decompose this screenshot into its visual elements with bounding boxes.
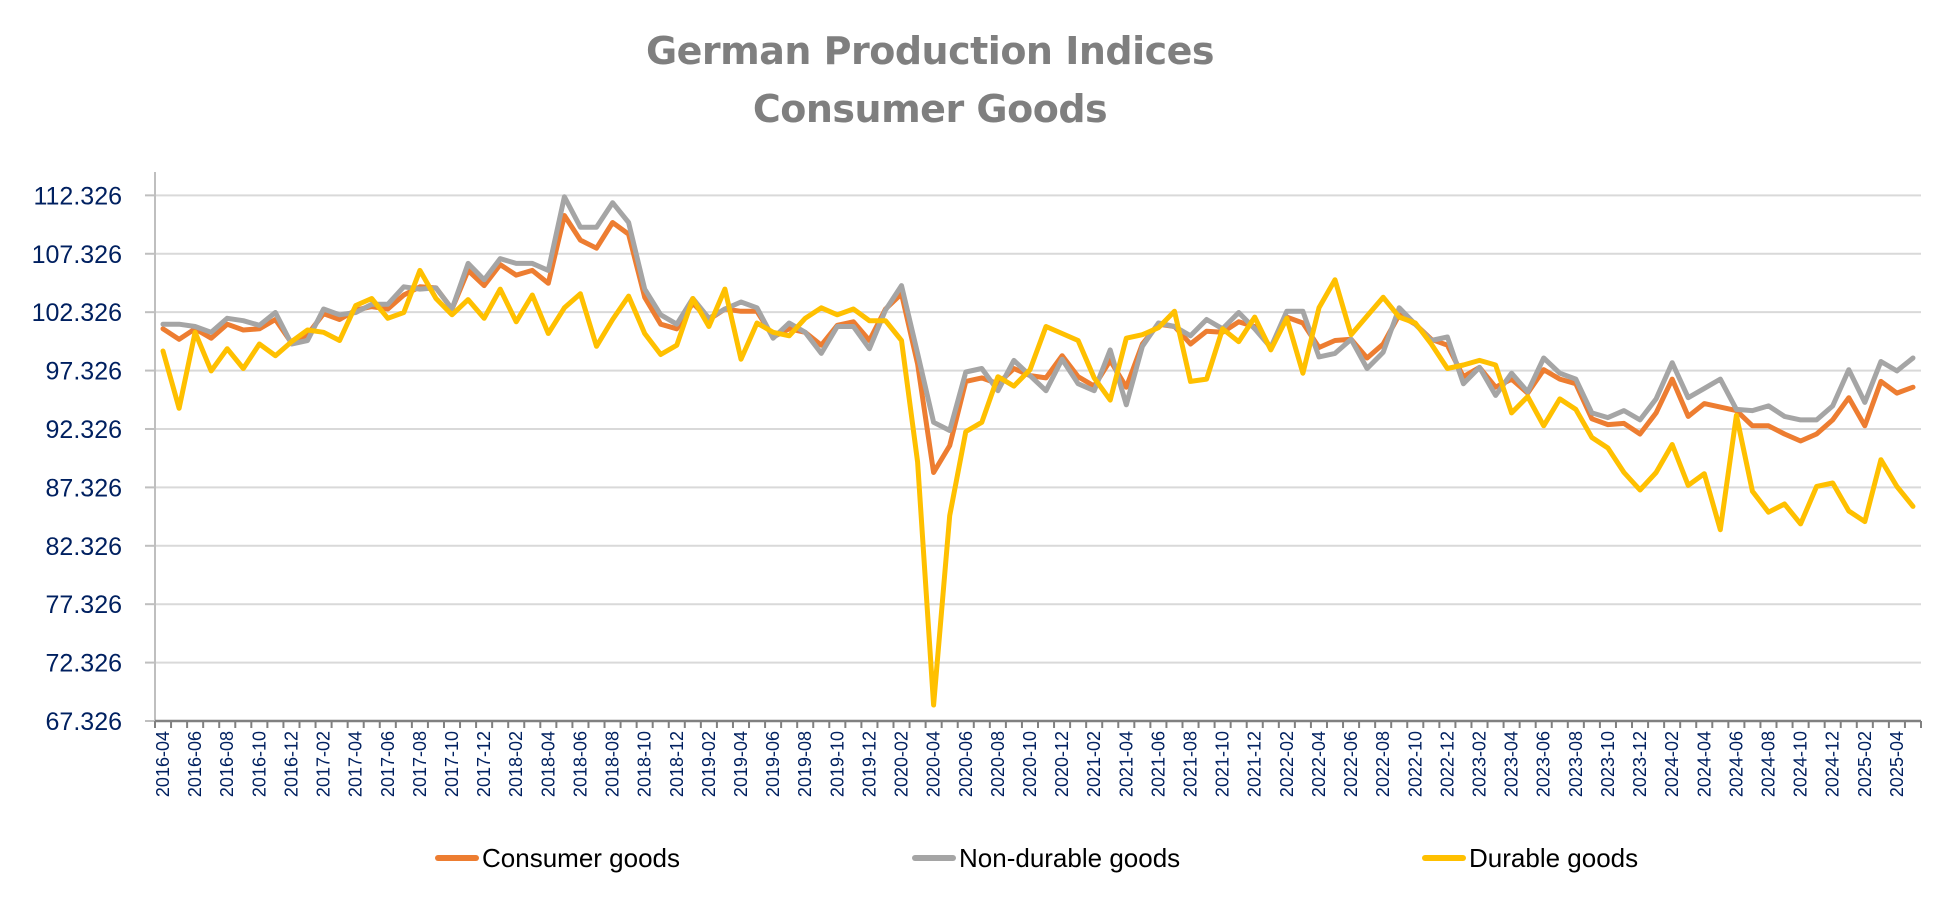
y-tick-label: 67.326 — [46, 708, 122, 736]
x-tick-label: 2016-10 — [249, 731, 269, 797]
y-tick-label: 87.326 — [46, 474, 122, 502]
x-tick-label: 2019-08 — [795, 731, 815, 797]
x-tick-label: 2022-10 — [1405, 731, 1425, 797]
x-tick-label: 2019-06 — [763, 731, 783, 797]
x-tick-label: 2020-12 — [1052, 731, 1072, 797]
x-tick-label: 2017-08 — [410, 731, 430, 797]
y-axis: 67.326 72.326 77.326 82.326 87.326 92.326 97.3… — [32, 172, 156, 736]
gridlines — [155, 194, 1921, 664]
y-tick-label: 72.326 — [46, 650, 122, 678]
x-tick-label: 2020-06 — [956, 731, 976, 797]
x-tick-label: 2021-10 — [1213, 731, 1233, 797]
y-tick-label: 97.326 — [46, 358, 122, 386]
x-tick-label: 2016-12 — [281, 731, 301, 797]
x-tick-label: 2018-04 — [538, 731, 558, 797]
x-tick-label: 2023-04 — [1502, 731, 1522, 797]
legend-label: Consumer goods — [482, 842, 680, 873]
x-tick-label: 2017-04 — [346, 731, 366, 797]
y-tick-label: 107.326 — [32, 241, 122, 269]
x-tick-label: 2024-02 — [1662, 731, 1682, 797]
x-tick-label: 2024-04 — [1694, 731, 1714, 797]
x-tick-label: 2019-12 — [859, 731, 879, 797]
y-tick-label: 92.326 — [46, 416, 122, 444]
y-tick-label: 102.326 — [32, 299, 122, 327]
chart-title-line-1: German Production Indices — [645, 29, 1215, 73]
x-tick-label: 2022-02 — [1277, 731, 1297, 797]
x-tick-label: 2021-08 — [1181, 731, 1201, 797]
x-tick-label: 2023-10 — [1598, 731, 1618, 797]
x-tick-label: 2023-02 — [1470, 731, 1490, 797]
x-tick-label: 2019-10 — [827, 731, 847, 797]
x-tick-label: 2021-02 — [1084, 731, 1104, 797]
x-tick-label: 2021-04 — [1116, 731, 1136, 797]
x-tick-label: 2018-02 — [506, 731, 526, 797]
x-tick-label: 2017-06 — [378, 731, 398, 797]
x-tick-label: 2018-06 — [570, 731, 590, 797]
legend-item-non-durable-goods[interactable]: Non-durable goods — [912, 840, 1180, 876]
x-tick-label: 2019-04 — [731, 731, 751, 797]
x-tick-label: 2016-06 — [185, 731, 205, 797]
series-line-durable-goods — [160, 267, 1916, 708]
x-tick-label: 2023-08 — [1566, 731, 1586, 797]
legend-swatch-durable-goods — [1422, 855, 1466, 861]
x-tick-label: 2017-10 — [442, 731, 462, 797]
legend-swatch-non-durable-goods — [912, 855, 956, 861]
x-tick-label: 2020-08 — [988, 731, 1008, 797]
x-tick-label: 2022-08 — [1373, 731, 1393, 797]
chart-title: German Production Indices Consumer Goods — [0, 22, 1860, 138]
series-line-non-durable-goods — [160, 194, 1916, 433]
x-tick-label: 2021-06 — [1148, 731, 1168, 797]
legend-item-durable-goods[interactable]: Durable goods — [1422, 840, 1638, 876]
x-tick-label: 2018-10 — [635, 731, 655, 797]
y-tick-label: 112.326 — [33, 182, 122, 210]
legend-swatch-consumer-goods — [435, 855, 479, 861]
x-tick-label: 2018-12 — [667, 731, 687, 797]
x-tick-label: 2016-04 — [153, 731, 173, 797]
x-tick-label: 2024-12 — [1823, 731, 1843, 797]
y-tick-label: 82.326 — [46, 533, 122, 561]
x-tick-label: 2020-02 — [892, 731, 912, 797]
legend-label: Non-durable goods — [959, 842, 1181, 873]
x-tick-label: 2022-04 — [1309, 731, 1329, 797]
x-tick-label: 2025-04 — [1887, 731, 1907, 797]
x-axis: 2016-04 2016-06 2016-08 2016-10 2016-12 2017-… — [153, 719, 1922, 797]
x-tick-label: 2017-12 — [474, 731, 494, 797]
x-tick-label: 2023-12 — [1630, 731, 1650, 797]
x-tick-label: 2018-08 — [603, 731, 623, 797]
x-tick-label: 2022-12 — [1437, 731, 1457, 797]
series-lines — [160, 194, 1916, 708]
x-tick-label: 2023-06 — [1534, 731, 1554, 797]
x-tick-label: 2025-02 — [1855, 731, 1875, 797]
y-tick-label: 77.326 — [46, 591, 122, 619]
x-tick-label: 2019-02 — [699, 731, 719, 797]
x-tick-label: 2022-06 — [1341, 731, 1361, 797]
x-tick-label: 2024-08 — [1758, 731, 1778, 797]
legend-label: Durable goods — [1469, 842, 1639, 873]
x-tick-label: 2024-06 — [1726, 731, 1746, 797]
x-tick-label: 2020-04 — [924, 731, 944, 797]
x-tick-label: 2024-10 — [1791, 731, 1811, 797]
x-tick-label: 2017-02 — [314, 731, 334, 797]
chart-title-line-2: Consumer Goods — [752, 87, 1108, 131]
legend-item-consumer-goods[interactable]: Consumer goods — [435, 840, 680, 876]
x-tick-label: 2021-12 — [1245, 731, 1265, 797]
x-tick-label: 2020-10 — [1020, 731, 1040, 797]
x-tick-label: 2016-08 — [217, 731, 237, 797]
